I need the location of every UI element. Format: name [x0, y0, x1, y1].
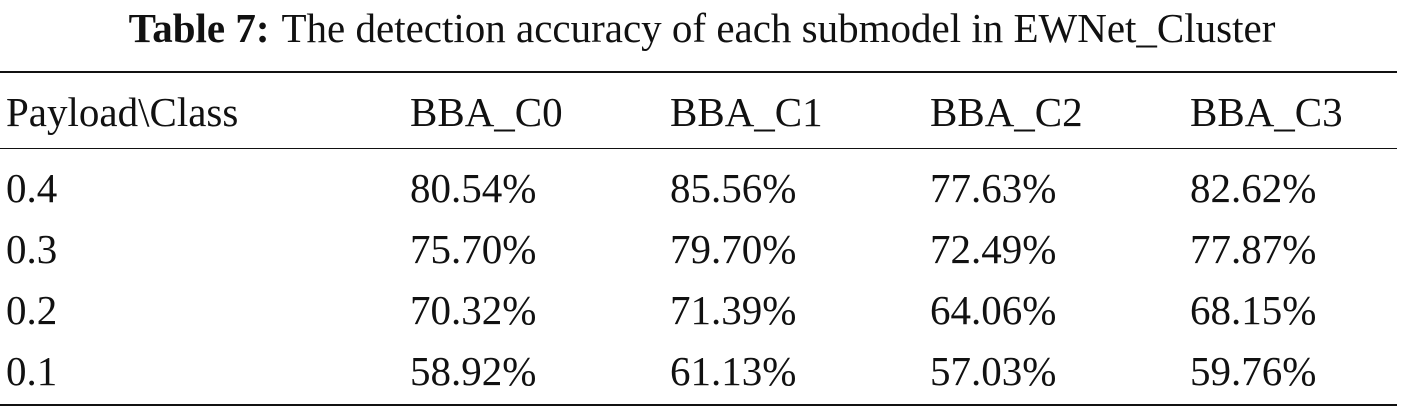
caption-text: The detection accuracy of each submodel … — [281, 5, 1276, 51]
table-cell: 82.62% — [1190, 165, 1317, 211]
top-rule — [0, 71, 1397, 73]
table-cell: 77.87% — [1190, 226, 1317, 272]
bottom-rule — [0, 404, 1397, 406]
table-cell: 0.3 — [6, 226, 58, 272]
table-cell: 70.32% — [410, 287, 537, 333]
table-cell: 79.70% — [670, 226, 797, 272]
table-cell: 75.70% — [410, 226, 537, 272]
header-cell: BBA_C2 — [930, 89, 1083, 135]
mid-rule — [0, 148, 1397, 149]
caption-label: Table 7: — [128, 5, 270, 51]
table-cell: 0.2 — [6, 287, 58, 333]
table-cell: 0.4 — [6, 165, 58, 211]
table-cell: 68.15% — [1190, 287, 1317, 333]
table-cell: 58.92% — [410, 348, 537, 394]
table-cell: 80.54% — [410, 165, 537, 211]
table-cell: 72.49% — [930, 226, 1057, 272]
table-cell: 85.56% — [670, 165, 797, 211]
table-cell: 0.1 — [6, 348, 58, 394]
header-cell: BBA_C1 — [670, 89, 823, 135]
header-cell: BBA_C0 — [410, 89, 563, 135]
table-cell: 71.39% — [670, 287, 797, 333]
table-cell: 59.76% — [1190, 348, 1317, 394]
table-cell: 61.13% — [670, 348, 797, 394]
table-cell: 64.06% — [930, 287, 1057, 333]
header-cell: Payload\Class — [6, 89, 239, 135]
header-cell: BBA_C3 — [1190, 89, 1343, 135]
table-cell: 77.63% — [930, 165, 1057, 211]
table-cell: 57.03% — [930, 348, 1057, 394]
table-caption: Table 7: The detection accuracy of each s… — [0, 4, 1404, 52]
